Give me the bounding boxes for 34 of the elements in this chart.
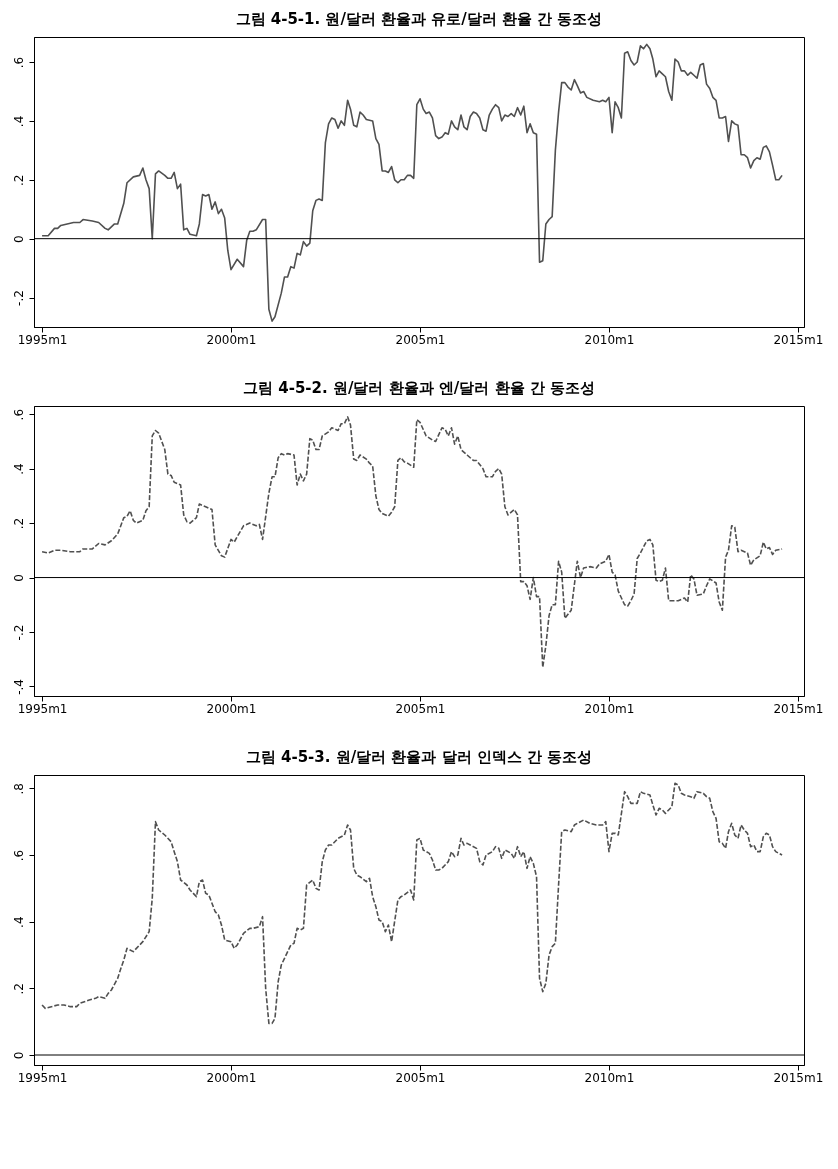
x-tick-label: 2000m1: [206, 332, 257, 347]
y-tick-label: .6: [11, 408, 26, 421]
x-tick-label: 2015m1: [773, 701, 824, 716]
x-tick-label: 2010m1: [584, 701, 635, 716]
y-tick-label: -.2: [11, 290, 26, 306]
x-tick-label: 2005m1: [395, 701, 446, 716]
y-tick-label: .4: [11, 463, 26, 475]
x-tick-label: 2010m1: [584, 1070, 635, 1085]
chart-title: 그림 4-5-1. 원/달러 환율과 유로/달러 환율 간 동조성: [235, 10, 603, 28]
x-tick-label: 2000m1: [206, 701, 257, 716]
y-tick-label: .6: [11, 56, 26, 69]
x-tick-label: 1995m1: [17, 332, 68, 347]
y-tick-label: 0: [11, 574, 26, 582]
y-tick-label: 0: [11, 1051, 26, 1060]
x-tick-label: 2015m1: [773, 1070, 824, 1085]
y-tick-label: .8: [11, 783, 26, 795]
y-tick-label: -.4: [11, 679, 26, 695]
y-tick-label: .6: [11, 849, 26, 862]
x-tick-label: 1995m1: [17, 1070, 68, 1085]
y-tick-label: .2: [11, 174, 26, 187]
x-tick-label: 2005m1: [395, 1070, 446, 1085]
chart-title: 그림 4-5-3. 원/달러 환율과 달러 인덱스 간 동조성: [245, 748, 593, 766]
y-tick-label: .4: [11, 115, 26, 128]
x-tick-label: 2010m1: [584, 332, 635, 347]
y-tick-label: -.2: [11, 624, 26, 641]
x-tick-label: 2000m1: [206, 1070, 257, 1085]
y-tick-label: .4: [11, 916, 26, 928]
x-tick-label: 2005m1: [395, 332, 446, 347]
x-tick-label: 1995m1: [17, 701, 68, 716]
y-tick-label: .2: [11, 983, 26, 995]
x-tick-label: 2015m1: [773, 332, 824, 347]
y-tick-label: .2: [11, 517, 26, 530]
y-tick-label: 0: [11, 235, 26, 243]
chart-title: 그림 4-5-2. 원/달러 환율과 엔/달러 환율 간 동조성: [243, 379, 595, 397]
